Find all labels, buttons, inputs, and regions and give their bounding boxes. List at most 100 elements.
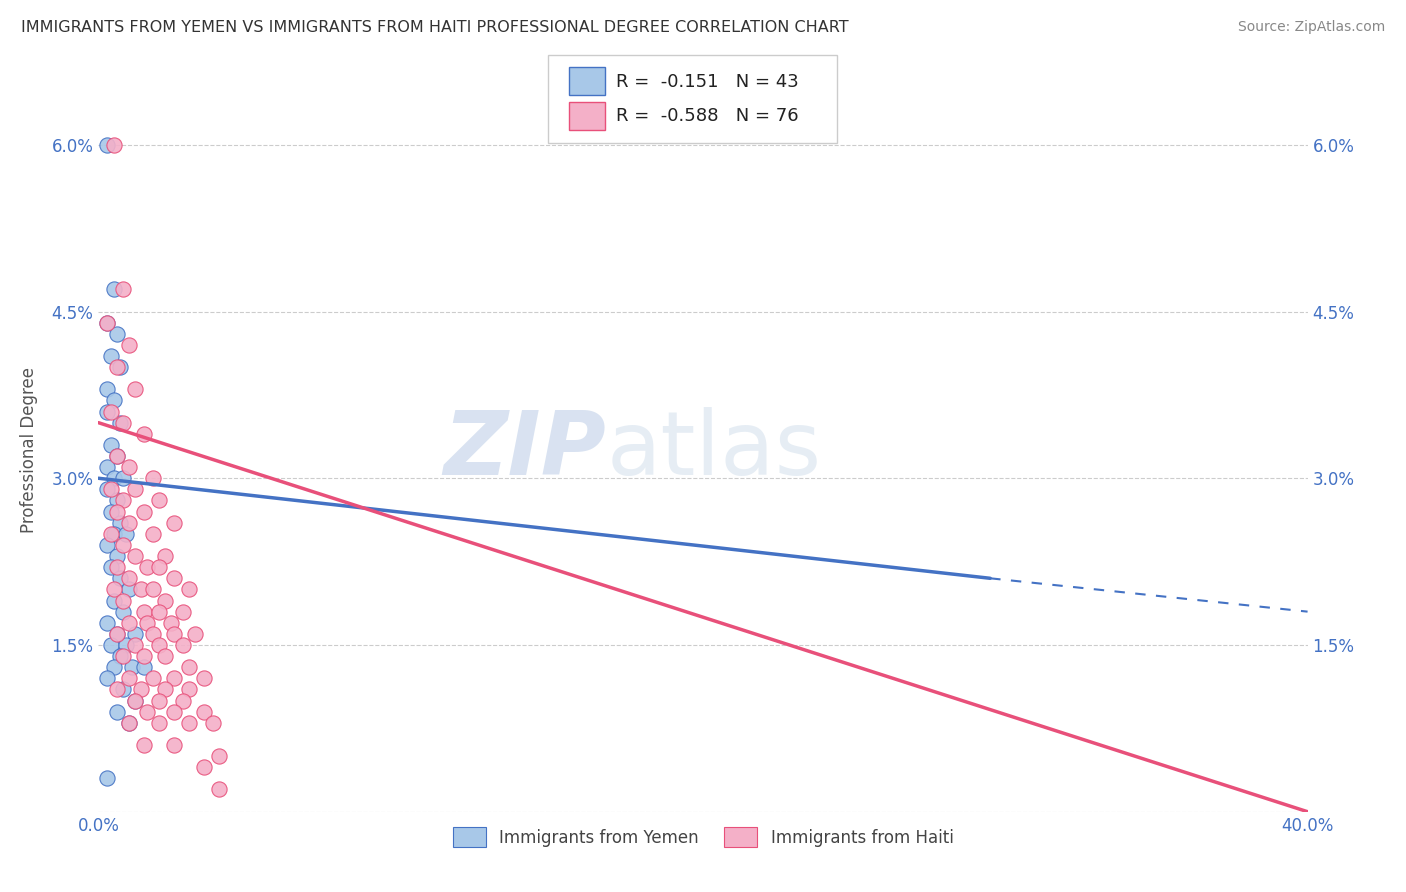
Point: [111, 682, 134, 697]
Point: [148, 715, 170, 730]
Point: [105, 505, 128, 519]
Point: [132, 738, 155, 752]
Point: [132, 649, 155, 664]
Point: [108, 571, 131, 585]
Point: [208, 749, 231, 764]
Point: [193, 705, 215, 719]
Point: [96, 137, 118, 152]
Point: [105, 326, 128, 341]
Point: [105, 493, 128, 508]
Point: [153, 649, 176, 664]
Point: [96, 316, 118, 330]
Text: IMMIGRANTS FROM YEMEN VS IMMIGRANTS FROM HAITI PROFESSIONAL DEGREE CORRELATION C: IMMIGRANTS FROM YEMEN VS IMMIGRANTS FROM…: [21, 20, 849, 35]
Point: [118, 582, 141, 597]
Point: [96, 615, 118, 630]
Point: [96, 404, 118, 418]
Point: [118, 671, 141, 685]
Point: [105, 705, 128, 719]
Point: [105, 627, 128, 641]
Point: [132, 660, 155, 674]
Point: [118, 460, 141, 475]
Point: [96, 671, 118, 685]
Point: [153, 549, 176, 563]
Point: [124, 483, 146, 497]
Point: [163, 627, 186, 641]
Y-axis label: Professional Degree: Professional Degree: [20, 368, 38, 533]
Point: [108, 416, 131, 430]
Point: [148, 493, 170, 508]
Point: [111, 282, 134, 296]
Point: [118, 338, 141, 352]
Point: [96, 538, 118, 552]
Point: [121, 660, 143, 674]
Point: [193, 671, 215, 685]
Point: [111, 493, 134, 508]
Point: [135, 560, 157, 574]
Point: [172, 638, 194, 652]
Point: [100, 505, 122, 519]
Point: [118, 571, 141, 585]
Point: [163, 671, 186, 685]
Point: [96, 483, 118, 497]
Point: [111, 538, 134, 552]
Point: [153, 682, 176, 697]
Point: [148, 560, 170, 574]
Point: [124, 627, 146, 641]
Point: [103, 471, 125, 485]
Point: [103, 137, 125, 152]
Point: [103, 593, 125, 607]
Point: [142, 627, 165, 641]
Point: [142, 582, 165, 597]
Point: [100, 349, 122, 363]
Point: [179, 582, 201, 597]
Point: [100, 560, 122, 574]
Point: [129, 682, 152, 697]
Point: [148, 693, 170, 707]
Point: [132, 505, 155, 519]
Point: [163, 571, 186, 585]
Point: [96, 316, 118, 330]
Point: [96, 460, 118, 475]
Point: [124, 693, 146, 707]
Point: [124, 638, 146, 652]
Point: [111, 605, 134, 619]
Point: [179, 682, 201, 697]
Point: [111, 471, 134, 485]
Point: [124, 693, 146, 707]
Text: R =  -0.588   N = 76: R = -0.588 N = 76: [616, 107, 799, 125]
Point: [129, 582, 152, 597]
Point: [111, 416, 134, 430]
Point: [153, 593, 176, 607]
Text: atlas: atlas: [606, 407, 821, 494]
Point: [100, 438, 122, 452]
Point: [108, 360, 131, 375]
Point: [193, 760, 215, 774]
Point: [142, 671, 165, 685]
Text: Source: ZipAtlas.com: Source: ZipAtlas.com: [1237, 20, 1385, 34]
Point: [142, 526, 165, 541]
Point: [105, 560, 128, 574]
Point: [179, 715, 201, 730]
Point: [103, 393, 125, 408]
Point: [179, 660, 201, 674]
Point: [105, 682, 128, 697]
Legend: Immigrants from Yemen, Immigrants from Haiti: Immigrants from Yemen, Immigrants from H…: [446, 821, 960, 854]
Point: [105, 549, 128, 563]
Point: [105, 360, 128, 375]
Point: [118, 516, 141, 530]
Point: [96, 382, 118, 396]
Text: ZIP: ZIP: [443, 407, 606, 494]
Point: [135, 615, 157, 630]
Point: [142, 471, 165, 485]
Point: [124, 382, 146, 396]
Point: [114, 526, 136, 541]
Point: [100, 404, 122, 418]
Text: R =  -0.151   N = 43: R = -0.151 N = 43: [616, 73, 799, 91]
Point: [148, 638, 170, 652]
Point: [103, 526, 125, 541]
Point: [114, 638, 136, 652]
Point: [103, 660, 125, 674]
Point: [96, 772, 118, 786]
Point: [135, 705, 157, 719]
Point: [172, 693, 194, 707]
